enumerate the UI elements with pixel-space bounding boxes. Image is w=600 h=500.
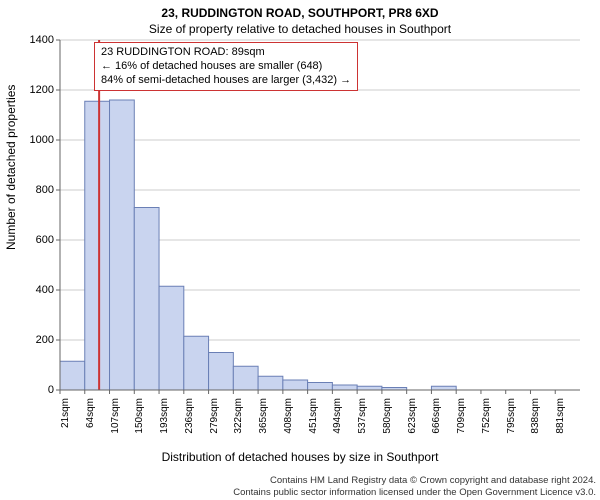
y-tick: 0 [48,384,54,396]
y-tick: 800 [36,184,54,196]
x-tick: 451sqm [308,398,319,448]
annot-line1: 23 RUDDINGTON ROAD: 89sqm [101,46,351,60]
x-tick: 150sqm [134,398,145,448]
y-axis-label: Number of detached properties [4,85,18,250]
x-tick: 623sqm [407,398,418,448]
y-tick: 1200 [30,84,54,96]
x-tick: 193sqm [159,398,170,448]
chart-container: 23, RUDDINGTON ROAD, SOUTHPORT, PR8 6XD … [0,0,600,500]
x-tick: 494sqm [332,398,343,448]
y-tick: 400 [36,284,54,296]
y-tick: 1000 [30,134,54,146]
x-tick: 365sqm [258,398,269,448]
x-tick: 279sqm [209,398,220,448]
x-tick: 709sqm [456,398,467,448]
annot-line2: ← 16% of detached houses are smaller (64… [101,60,351,74]
footer-line1: Contains HM Land Registry data © Crown c… [0,475,596,486]
x-tick: 881sqm [555,398,566,448]
y-tick: 200 [36,334,54,346]
x-tick: 795sqm [506,398,517,448]
x-tick: 537sqm [357,398,368,448]
x-tick: 322sqm [233,398,244,448]
x-tick: 21sqm [60,398,71,448]
annot-line3: 84% of semi-detached houses are larger (… [101,74,351,88]
x-tick: 666sqm [431,398,442,448]
x-tick: 408sqm [283,398,294,448]
y-tick: 1400 [30,34,54,46]
x-tick: 64sqm [85,398,96,448]
y-tick: 600 [36,234,54,246]
annotation-box: 23 RUDDINGTON ROAD: 89sqm ← 16% of detac… [94,42,358,91]
x-tick: 838sqm [530,398,541,448]
footer: Contains HM Land Registry data © Crown c… [0,475,596,498]
x-tick: 752sqm [481,398,492,448]
x-tick: 107sqm [110,398,121,448]
x-tick: 236sqm [184,398,195,448]
x-axis-label: Distribution of detached houses by size … [0,450,600,464]
x-tick: 580sqm [382,398,393,448]
footer-line2: Contains public sector information licen… [0,487,596,498]
